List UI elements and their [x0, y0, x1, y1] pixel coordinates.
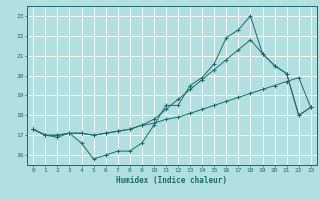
X-axis label: Humidex (Indice chaleur): Humidex (Indice chaleur)	[116, 176, 228, 185]
